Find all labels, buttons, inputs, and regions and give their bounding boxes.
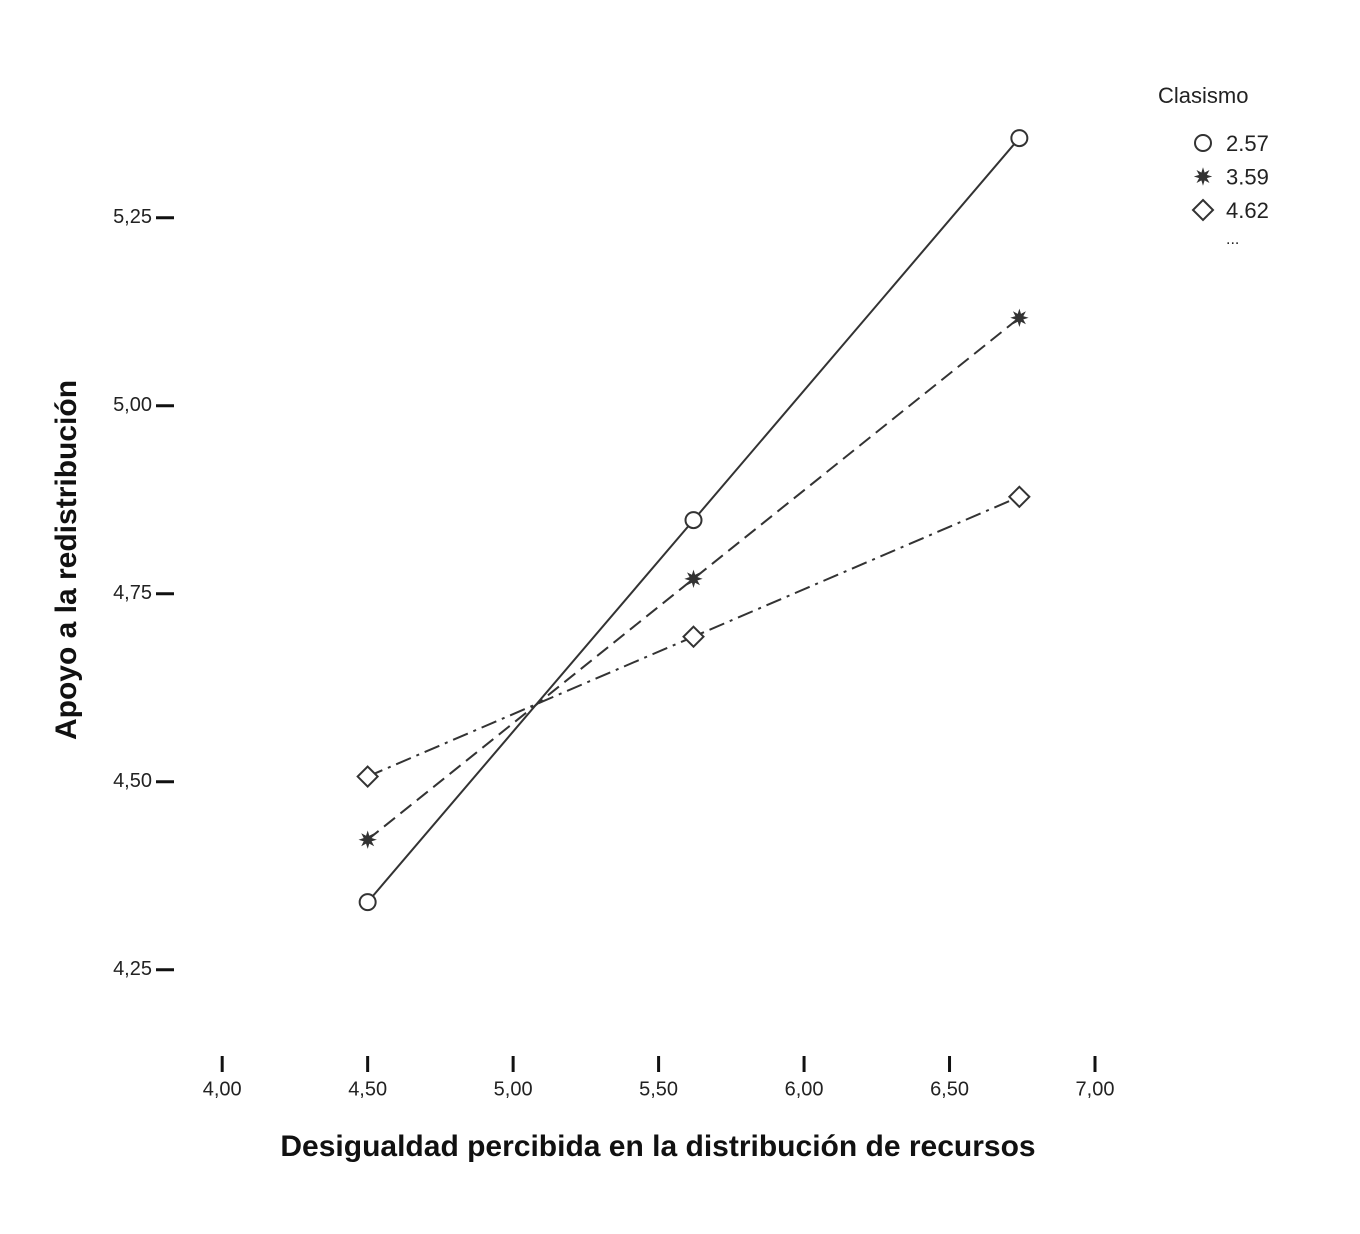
legend-label: 4.62: [1226, 198, 1269, 223]
legend-label: 3.59: [1226, 164, 1269, 189]
marker: [356, 765, 380, 788]
legend-marker: [1193, 167, 1213, 186]
legend-title: Clasismo: [1158, 83, 1248, 108]
marker: [1010, 308, 1029, 327]
x-tick-label: 4,00: [203, 1078, 242, 1100]
x-tick-label: 4,50: [348, 1078, 387, 1100]
x-axis-title: Desigualdad percibida en la distribución…: [280, 1130, 1035, 1163]
x-tick-label: 6,50: [930, 1078, 969, 1100]
marker: [358, 830, 377, 849]
legend-marker: [1191, 198, 1215, 222]
y-tick-label: 4,25: [113, 958, 152, 980]
marker: [684, 511, 703, 530]
y-tick-label: 5,25: [113, 206, 152, 228]
legend-marker: [1194, 134, 1212, 152]
legend-label: 2.57: [1226, 131, 1269, 156]
marker: [1007, 485, 1031, 509]
marker: [1010, 129, 1029, 148]
marker: [358, 893, 377, 912]
y-axis-title: Apoyo a la redistribución: [50, 380, 83, 740]
legend-more: ...: [1226, 231, 1239, 248]
marker: [682, 625, 705, 649]
y-tick-label: 4,50: [113, 770, 152, 792]
series-line: [367, 317, 1020, 841]
x-tick-label: 7,00: [1076, 1078, 1115, 1100]
y-tick-label: 5,00: [113, 394, 152, 416]
x-tick-label: 5,50: [639, 1078, 678, 1100]
marker: [684, 569, 703, 589]
x-tick-label: 6,00: [785, 1078, 824, 1100]
y-tick-label: 4,75: [113, 582, 152, 604]
x-tick-label: 5,00: [494, 1078, 533, 1100]
